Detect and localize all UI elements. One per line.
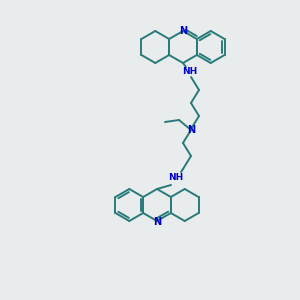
Text: NH: NH <box>168 172 184 182</box>
Text: N: N <box>179 26 187 36</box>
Text: NH: NH <box>182 68 198 76</box>
Text: N: N <box>187 125 195 135</box>
Text: N: N <box>153 217 161 227</box>
